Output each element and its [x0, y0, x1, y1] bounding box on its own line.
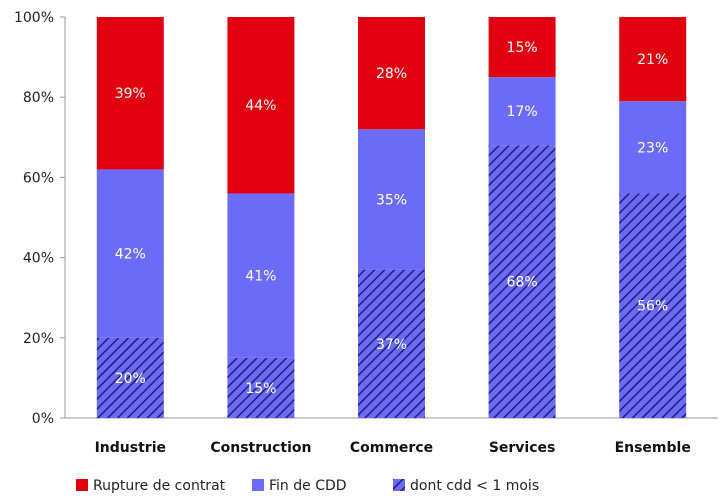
legend-label: dont cdd < 1 mois [410, 478, 539, 494]
data-label: 17% [507, 104, 538, 120]
bar-segment [488, 17, 556, 78]
bar-segment [96, 17, 164, 170]
legend-swatch [393, 479, 405, 491]
data-label: 23% [637, 140, 668, 156]
bar-segment [619, 193, 687, 418]
data-label: 20% [115, 371, 146, 387]
bar-segment [96, 169, 164, 338]
legend-label: Rupture de contrat [93, 478, 226, 494]
x-category-label: Ensemble [615, 440, 691, 456]
bar-segment [488, 145, 556, 418]
data-label: 42% [115, 247, 146, 263]
data-label: 41% [245, 269, 276, 285]
y-tick-label: 0% [32, 411, 54, 427]
data-label: 21% [637, 52, 668, 68]
bar-segment [227, 357, 295, 418]
legend-label: Fin de CDD [269, 478, 347, 494]
bar-segment [358, 269, 425, 418]
data-label: 56% [637, 299, 668, 315]
y-tick-label: 40% [23, 251, 54, 267]
data-label: 39% [115, 86, 146, 102]
data-labels: 20% 42% 39% 15% 41% 44% 37% 35% 28% 68% 17% 15% 56% 2… [115, 40, 669, 397]
bar-segment [227, 17, 295, 194]
data-label: 28% [376, 66, 407, 82]
data-label: 15% [245, 381, 276, 397]
legend-swatch [76, 479, 88, 491]
legend: Rupture de contrat Fin de CDD dont cdd < 1… [76, 478, 539, 494]
bar-segment [488, 77, 556, 146]
y-tick-label: 60% [23, 170, 54, 186]
y-tick-label: 80% [23, 90, 54, 106]
y-tick-label: 100% [14, 10, 54, 26]
x-category-label: Construction [210, 440, 311, 456]
x-category-label: Industrie [95, 440, 166, 456]
x-category-label: Services [489, 440, 556, 456]
bar-segment [358, 17, 425, 130]
data-label: 44% [245, 98, 276, 114]
bar-segment [358, 129, 425, 270]
bars [96, 17, 687, 418]
data-label: 35% [376, 192, 407, 208]
x-category-label: Commerce [350, 440, 433, 456]
bar-segment [96, 337, 164, 418]
data-label: 68% [507, 275, 538, 291]
bar-segment [227, 193, 295, 358]
legend-swatch [252, 479, 264, 491]
bar-segment [619, 101, 687, 194]
data-label: 15% [507, 40, 538, 56]
bar-segment [619, 17, 687, 102]
data-label: 37% [376, 337, 407, 353]
y-tick-label: 20% [23, 331, 54, 347]
axes: 0% 20% 40% 60% 80% 100% Industrie Construction C… [14, 10, 718, 456]
